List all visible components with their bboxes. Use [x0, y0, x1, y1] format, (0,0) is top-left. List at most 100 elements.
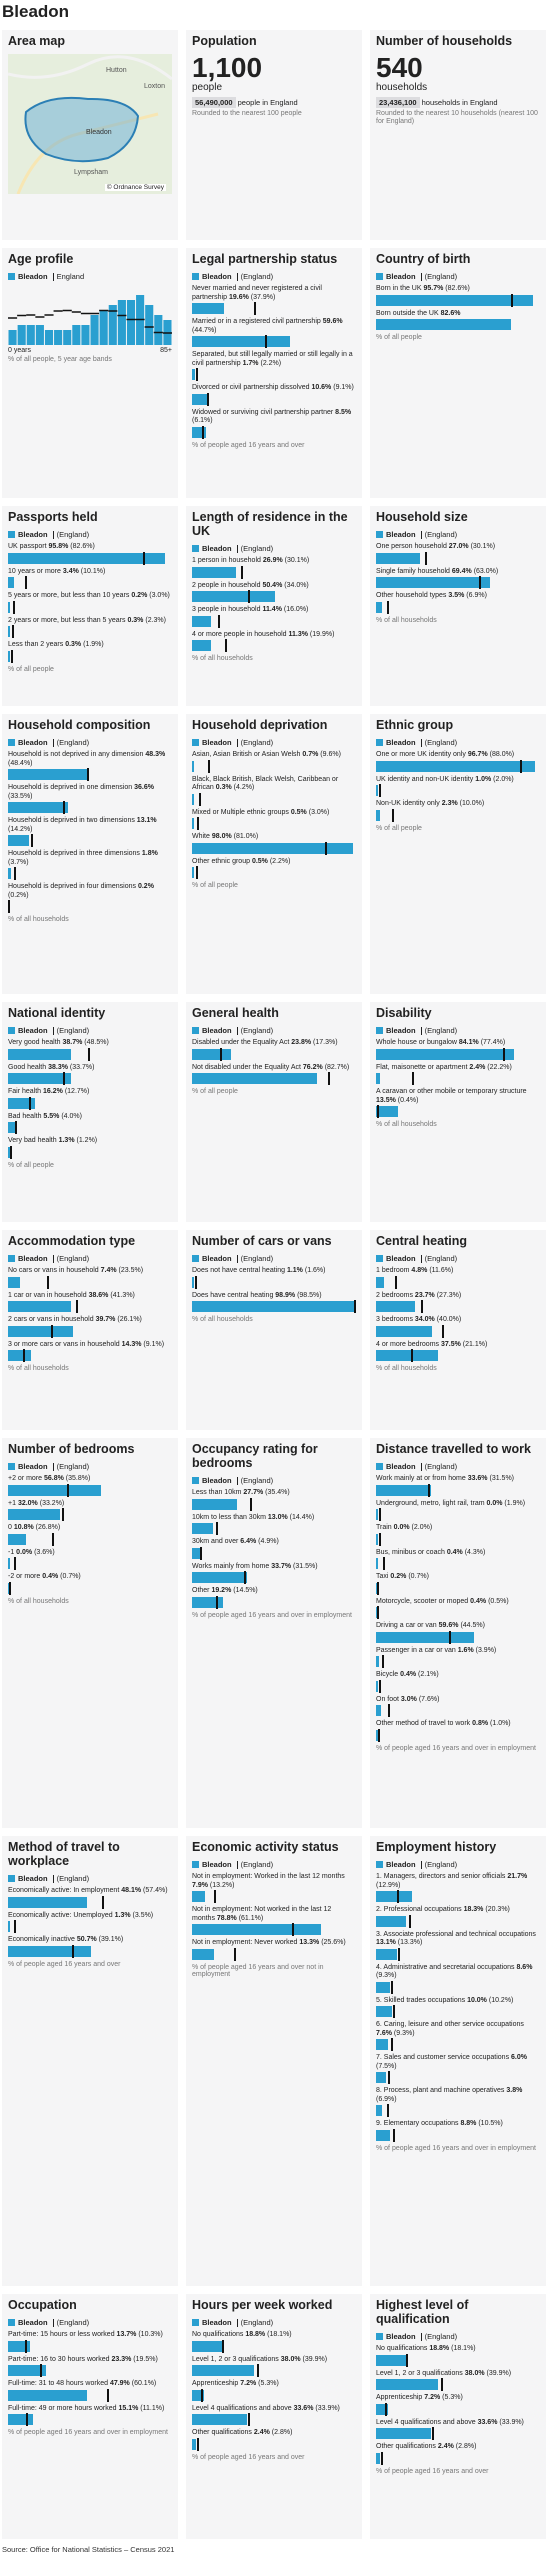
bar-row: Work mainly at or from home 33.6% (31.5%… [376, 1475, 540, 1497]
bar-fill [192, 393, 210, 405]
bar-track [8, 900, 172, 913]
bar-row: Part-time: 16 to 30 hours worked 23.3% (… [8, 2356, 172, 2377]
age-bar [90, 315, 99, 345]
bar-label: Less than 10km 27.7% (35.4%) [192, 1489, 290, 1496]
bar-value: 4.8% [411, 1267, 428, 1274]
legend-swatch [192, 545, 199, 552]
cars-card: Number of cars or vans Bleadon (England) Do… [186, 1230, 362, 1430]
bar-track [376, 293, 540, 307]
bar-value: 95.8% [48, 543, 69, 550]
age-profile-card: Age profile Bleadon England 0 years 85+ % … [2, 248, 178, 498]
legend-area: Bleadon [386, 1254, 416, 1263]
age-bar [63, 330, 72, 345]
bar-comparator-value: (18.1%) [265, 2331, 292, 2338]
bar-label: Disabled under the Equality Act 23.8% (1… [192, 1039, 338, 1046]
bar-label: 5. Skilled trades occupations 10.0% (10.… [376, 1996, 514, 2004]
bar-value: 0.5% [290, 808, 307, 816]
bar-track [376, 2451, 540, 2465]
bar-comparator-value: (26.8%) [33, 1524, 61, 1531]
bar-value: 5.5% [43, 1112, 60, 1120]
bar-fill [376, 1484, 432, 1496]
age-bar [145, 305, 154, 345]
age-bar [117, 300, 126, 345]
bar-label: Economically active: In employment 48.1%… [8, 1887, 168, 1894]
bar-comparator-value: (63.0%) [471, 567, 499, 575]
bar-fill [192, 2438, 196, 2450]
bar-value: 11.4% [262, 606, 282, 613]
bar-value: 13.3% [299, 1939, 320, 1946]
bar-label: 3. Associate professional and technical … [376, 1930, 536, 1947]
legend-comparator: (England) [240, 1254, 274, 1263]
bar-label: Does have central heating 98.9% (98.5%) [192, 1291, 322, 1299]
legend: Bleadon (England) [8, 2318, 172, 2327]
hours-title: Hours per week worked [192, 2298, 333, 2312]
bar-row: Whole house or bungalow 84.1% (77.4%) [376, 1039, 540, 1061]
bar-track [376, 2104, 540, 2117]
legend-swatch [8, 273, 15, 280]
bar-label: Level 4 qualifications and above 33.6% (… [376, 2418, 524, 2426]
bar-value: 33.6% [477, 2418, 498, 2426]
residence-note: % of all households [192, 655, 253, 662]
bar-comparator-mark [63, 1072, 66, 1085]
bar-track [8, 1557, 172, 1570]
legal-note: % of people aged 16 years and over [192, 441, 305, 449]
bar-track [8, 768, 172, 781]
bar-fill [8, 1533, 26, 1545]
bar-comparator-value: (44.5%) [458, 1622, 485, 1629]
map-svg: Hutton Loxton Bleadon Lympsham [8, 54, 172, 194]
legend-marker [236, 544, 238, 553]
bar-value: 33.7% [271, 1562, 292, 1570]
area-map[interactable]: Hutton Loxton Bleadon Lympsham © Ordnanc… [8, 54, 172, 194]
map-place-2: Loxton [144, 83, 165, 90]
bar-label: Divorced or civil partnership dissolved … [192, 384, 354, 391]
bar-value: 2.3% [441, 800, 458, 807]
bar-comparator-mark [247, 590, 250, 603]
bar-value: 38.3% [48, 1063, 68, 1071]
population-comparator: 56,490,000 people in England [192, 97, 356, 108]
bar-value: 7.4% [100, 1267, 117, 1274]
bar-track [192, 1497, 356, 1511]
bar-comparator-mark [28, 1096, 31, 1110]
legend-comparator: (England) [56, 1026, 90, 1035]
bar-track [376, 1483, 540, 1497]
bar-comparator-mark [376, 1105, 379, 1118]
bar-track [192, 1546, 356, 1560]
bar-comparator-mark [202, 425, 204, 439]
bar-value: 1.0% [475, 775, 492, 783]
bar-label: Bicycle 0.4% (2.1%) [376, 1671, 439, 1678]
bar-value: 0.4% [400, 1671, 417, 1678]
natid-note: % of all people [8, 1161, 54, 1169]
bar-comparator-mark [11, 649, 14, 663]
bar-track [8, 600, 172, 614]
bar-row: On foot 3.0% (7.6%) [376, 1696, 540, 1717]
bar-fill [376, 1048, 514, 1060]
legend-comparator: (England) [240, 1026, 274, 1035]
bar-comparator-mark [327, 1072, 330, 1085]
bar-comparator-mark [383, 1557, 386, 1570]
bar-row: Black, Black British, Black Welsh, Carib… [192, 776, 356, 806]
birth-note: % of all people [376, 334, 422, 341]
bar-comparator-mark [377, 1581, 380, 1595]
bar-row: Bad health 5.5% (4.0%) [8, 1113, 172, 1134]
bar-comparator-mark [379, 1532, 382, 1546]
bar-label: Household is deprived in one dimension 3… [8, 784, 154, 800]
bar-comparator-value: (0.7%) [58, 1573, 81, 1580]
bar-comparator-value: (3.7%) [8, 858, 29, 866]
bar-track [376, 1914, 540, 1928]
bar-comparator-value: (14.5%) [231, 1587, 258, 1594]
bar-comparator-mark [241, 565, 244, 579]
accom-note: % of all households [8, 1365, 69, 1372]
bar-value: 18.8% [245, 2331, 266, 2338]
bar-comparator-mark [392, 808, 395, 822]
bar-fill [8, 1558, 10, 1569]
bar-value: 38.6% [88, 1291, 109, 1299]
bar-track [376, 784, 540, 797]
bar-value: 1.1% [286, 1267, 303, 1274]
bar-value: 84.1% [458, 1039, 479, 1046]
bar-fill [376, 577, 490, 588]
disab-note: % of all households [376, 1121, 437, 1128]
bar-row: Fair health 16.2% (12.7%) [8, 1088, 172, 1110]
legend-swatch [8, 1875, 15, 1882]
bar-value: 21.7% [507, 1873, 528, 1880]
bar-row: No qualifications 18.8% (18.1%) [192, 2331, 356, 2353]
